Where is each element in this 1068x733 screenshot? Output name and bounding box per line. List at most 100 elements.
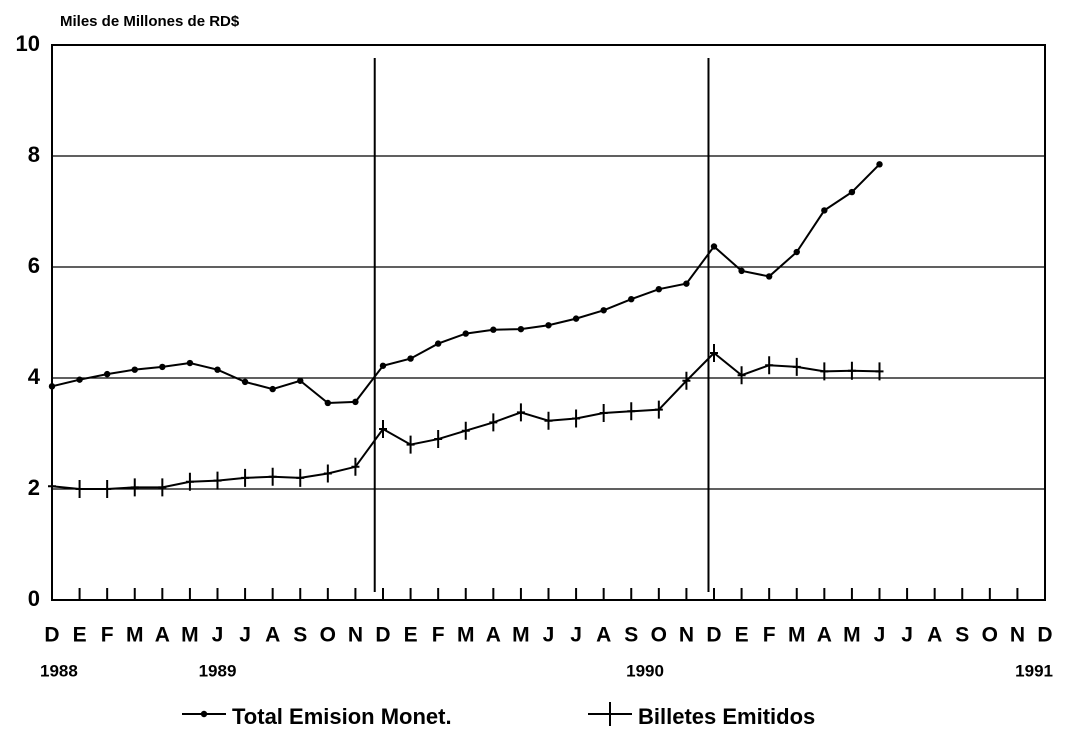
x-tick-label: O: [982, 624, 998, 647]
x-tick-label: O: [651, 624, 667, 647]
data-point: [186, 359, 194, 367]
x-tick-label: M: [788, 624, 806, 647]
data-point: [489, 413, 498, 432]
data-point: [655, 286, 663, 293]
data-point: [131, 366, 138, 373]
data-point: [821, 207, 828, 214]
x-tick-label: M: [126, 624, 144, 647]
data-point: [296, 468, 305, 487]
data-point: [682, 371, 691, 390]
year-label: 1988: [40, 661, 78, 680]
x-tick-label: N: [1010, 624, 1025, 647]
data-point: [406, 435, 415, 454]
data-point: [738, 267, 745, 275]
x-tick-label: D: [44, 624, 59, 647]
data-point: [462, 330, 469, 337]
legend-label: Billetes Emitidos: [638, 704, 815, 729]
y-tick-label: 2: [28, 475, 40, 500]
x-tick-label: F: [432, 624, 445, 647]
x-tick-label: J: [874, 624, 886, 647]
x-tick-label: M: [457, 624, 475, 647]
data-point: [847, 361, 856, 380]
legend-marker: [200, 710, 208, 718]
data-point: [379, 362, 387, 369]
data-point: [323, 464, 332, 483]
y-tick-label: 4: [28, 364, 41, 389]
year-label: 1991: [1015, 661, 1053, 680]
x-tick-label: S: [293, 624, 307, 647]
data-point: [544, 411, 553, 430]
y-tick-label: 0: [28, 586, 40, 611]
x-tick-label: A: [486, 624, 501, 647]
data-point: [352, 398, 359, 406]
x-tick-label: N: [679, 624, 694, 647]
x-tick-label: M: [512, 624, 530, 647]
data-point: [710, 344, 718, 363]
data-point: [48, 477, 56, 496]
data-point: [213, 471, 222, 490]
data-point: [765, 356, 774, 375]
data-point: [793, 248, 800, 256]
series-line: [51, 351, 880, 490]
x-tick-label: F: [763, 624, 776, 647]
chart-title: Miles de Millones de RD$: [60, 13, 240, 30]
data-point: [683, 280, 690, 287]
x-tick-label: A: [155, 624, 170, 647]
data-point: [820, 362, 829, 381]
data-point: [792, 357, 801, 376]
x-tick-label: S: [955, 624, 969, 647]
data-point: [516, 403, 525, 422]
data-point: [158, 478, 167, 497]
x-tick-label: O: [320, 624, 336, 647]
year-label: 1990: [626, 661, 664, 680]
x-tick-label: J: [212, 624, 224, 647]
data-point: [103, 370, 111, 378]
x-tick-label: S: [624, 624, 638, 647]
data-point: [159, 363, 166, 371]
data-point: [461, 421, 470, 440]
data-point: [572, 315, 580, 322]
x-tick-label: D: [375, 624, 390, 647]
x-tick-label: N: [348, 624, 363, 647]
x-tick-label: A: [817, 624, 832, 647]
legend-label: Total Emision Monet.: [232, 704, 452, 729]
data-point: [876, 161, 883, 168]
year-label: 1989: [199, 661, 237, 680]
data-point: [654, 400, 663, 419]
data-point: [434, 430, 443, 449]
data-point: [599, 403, 608, 422]
data-point: [269, 385, 276, 393]
x-tick-label: A: [596, 624, 611, 647]
y-tick-label: 10: [16, 31, 40, 56]
x-tick-label: J: [570, 624, 582, 647]
data-point: [765, 273, 773, 280]
data-point: [214, 366, 221, 373]
data-point: [628, 295, 635, 303]
x-tick-label: M: [181, 624, 199, 647]
x-tick-label: J: [901, 624, 913, 647]
data-point: [379, 420, 387, 439]
data-point: [434, 340, 442, 347]
x-tick-label: M: [843, 624, 861, 647]
x-tick-label: J: [543, 624, 555, 647]
data-point: [241, 378, 249, 386]
data-point: [875, 362, 884, 381]
x-tick-label: E: [73, 624, 87, 647]
x-tick-label: J: [239, 624, 251, 647]
data-point: [545, 322, 552, 329]
data-point: [297, 377, 304, 384]
data-point: [627, 402, 636, 421]
series-line: [51, 163, 881, 404]
data-point: [710, 243, 718, 250]
x-tick-label: D: [1037, 624, 1052, 647]
data-point: [572, 409, 581, 428]
data-point: [848, 188, 856, 196]
x-tick-label: D: [706, 624, 721, 647]
data-point: [130, 478, 139, 497]
data-point: [76, 376, 83, 383]
data-point: [600, 307, 607, 314]
data-point: [268, 467, 277, 486]
x-tick-label: A: [265, 624, 280, 647]
data-point: [103, 480, 112, 498]
